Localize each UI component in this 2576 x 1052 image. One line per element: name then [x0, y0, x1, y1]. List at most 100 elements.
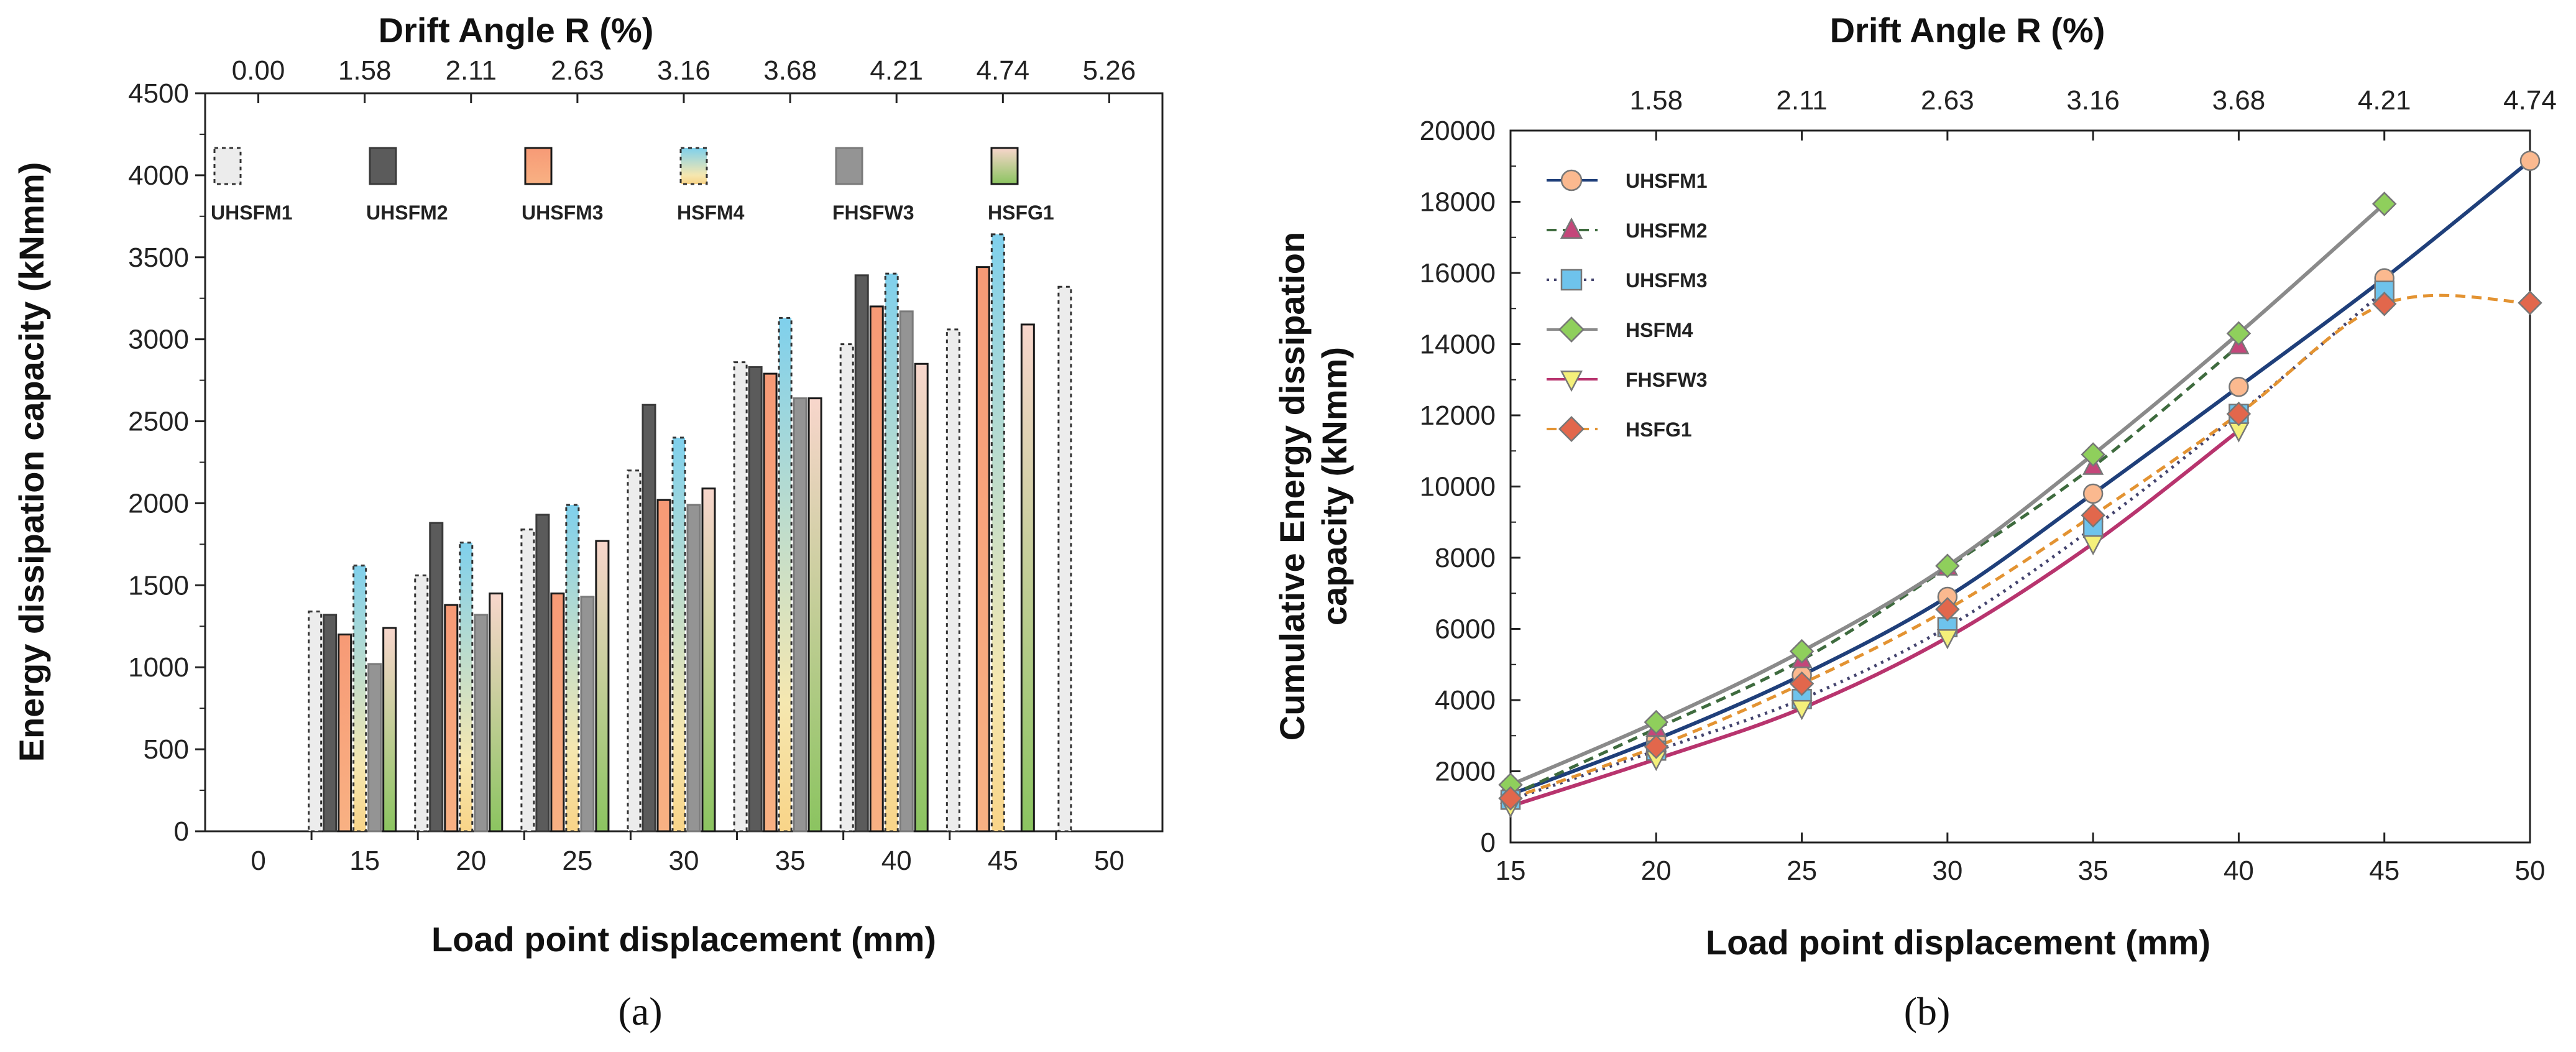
b-point-hsfm4 — [1644, 709, 1669, 735]
b-line-fhsfw3 — [1510, 429, 2240, 808]
b-toptick-label: 3.16 — [2066, 85, 2120, 116]
b-xtick-label: 30 — [1932, 856, 1962, 886]
a-title: Drift Angle R (%) — [379, 11, 654, 50]
a-axes: 0 500 1000 1500 2000 2500 3000 3500 4000 4500 0 15 2… — [128, 55, 1136, 876]
a-bar-uhsfm2 — [535, 514, 550, 833]
a-bar-uhsfm3 — [869, 305, 884, 833]
b-legend-label-hsfg1: HSFG1 — [1626, 418, 1692, 441]
b-ytick-label: 16000 — [1420, 258, 1496, 288]
b-lines — [1509, 159, 2531, 808]
b-legend: UHSFM1 UHSFM2 UHSFM3 HSFM4 FHSFW3 HSFG1 — [1547, 169, 1708, 442]
a-bar-uhsfm2 — [323, 614, 338, 833]
a-bar-hsfm4 — [671, 436, 686, 833]
a-legend-label-uhsfm3: UHSFM3 — [522, 201, 604, 224]
a-bar-uhsfm1 — [308, 611, 323, 833]
a-bar-uhsfm1 — [945, 328, 960, 833]
a-legend-swatch-hsfg1 — [990, 147, 1019, 185]
a-bar-uhsfm3 — [444, 604, 459, 833]
b-ytick-label: 4000 — [1435, 685, 1496, 716]
b-xtick-label: 20 — [1641, 856, 1672, 886]
b-plot: 0 2000 4000 6000 8000 10000 12000 14000 16000 180… — [1420, 85, 2557, 886]
b-toptick-label: 4.74 — [2503, 85, 2557, 116]
a-bar-uhsfm1 — [839, 343, 854, 833]
a-bar-fhsfw3 — [367, 663, 382, 833]
b-point-hsfm4 — [2081, 442, 2105, 467]
a-xtick-label: 45 — [988, 846, 1018, 876]
a-xtick-label: 35 — [775, 846, 806, 876]
b-point-fhsfw3 — [2082, 535, 2104, 556]
a-ytick-label: 3000 — [128, 325, 189, 355]
b-ytick-label: 14000 — [1420, 330, 1496, 360]
a-xtick-label: 50 — [1094, 846, 1125, 876]
a-toptick-label: 3.16 — [657, 55, 711, 86]
b-title: Drift Angle R (%) — [1830, 11, 2105, 50]
a-bar-hsfg1 — [595, 540, 610, 833]
a-toptick-label: 1.58 — [338, 55, 392, 86]
a-ylabel: Energy dissipation capacity (kNmm) — [12, 162, 51, 762]
a-legend-swatch-hsfm4 — [679, 147, 708, 185]
b-point-uhsfm1 — [2082, 483, 2104, 504]
a-plot: 0 500 1000 1500 2000 2500 3000 3500 4000 4500 0 15 2… — [128, 55, 1164, 876]
b-panel-label: (b) — [1904, 989, 1951, 1033]
b-legend-label-uhsfm2: UHSFM2 — [1626, 219, 1708, 242]
a-xlabel: Load point displacement (mm) — [431, 920, 936, 959]
b-line-uhsfm3 — [1510, 289, 2386, 801]
b-ytick-label: 10000 — [1420, 472, 1496, 502]
b-legend-marker-uhsfm3 — [1560, 269, 1583, 291]
a-legend-label-fhsfw3: FHSFW3 — [832, 201, 914, 224]
a-ytick-label: 500 — [144, 734, 189, 765]
a-ytick-label: 3500 — [128, 242, 189, 273]
a-bar-uhsfm1 — [1057, 285, 1072, 833]
b-toptick-label: 1.58 — [1629, 85, 1683, 116]
a-bar-uhsfm2 — [854, 274, 869, 833]
b-legend-marker-uhsfm1 — [1560, 169, 1583, 191]
b-legend-label-hsfm4: HSFM4 — [1626, 319, 1693, 341]
a-legend: UHSFM1 UHSFM2 UHSFM3 HSFM4 FHSFW3 HSFG1 — [211, 147, 1054, 224]
a-bars — [308, 233, 1072, 833]
a-bar-fhsfw3 — [793, 397, 807, 833]
a-toptick-label: 0.00 — [232, 55, 285, 86]
a-ytick-label: 1500 — [128, 570, 189, 601]
a-bar-hsfg1 — [701, 487, 716, 833]
b-ytick-label: 12000 — [1420, 400, 1496, 431]
a-bar-hsfg1 — [1020, 323, 1035, 833]
b-xtick-label: 50 — [2515, 856, 2546, 886]
a-legend-swatch-fhsfw3 — [835, 147, 863, 185]
panel-a: Drift Angle R (%) 0500100015002000250030… — [12, 11, 1164, 1033]
a-bar-uhsfm3 — [975, 266, 990, 833]
a-xtick-label: 0 — [251, 846, 265, 876]
b-point-uhsfm1 — [2229, 376, 2249, 397]
a-bar-uhsfm2 — [748, 366, 763, 833]
a-legend-swatch-uhsfm2 — [369, 147, 397, 185]
b-toptick-label: 2.63 — [1921, 85, 1974, 116]
b-line-hsfg1 — [1510, 293, 2531, 800]
b-line-uhsfm1 — [1509, 159, 2531, 796]
a-xtick-label: 40 — [881, 846, 912, 876]
b-xtick-label: 45 — [2369, 856, 2399, 886]
b-axes: 0 2000 4000 6000 8000 10000 12000 14000 16000 180… — [1420, 85, 2557, 886]
b-point-hsfm4 — [1935, 553, 1960, 578]
b-ylabel-line2: capacity (kNmm) — [1315, 347, 1354, 625]
a-bar-uhsfm3 — [550, 593, 565, 833]
b-point-hsfg1 — [2226, 401, 2252, 427]
a-bar-hsfm4 — [565, 504, 580, 833]
a-xtick-label: 25 — [562, 846, 592, 876]
a-legend-label-uhsfm1: UHSFM1 — [211, 201, 293, 224]
a-bar-uhsfm3 — [338, 633, 352, 833]
a-ytick-label: 1000 — [128, 652, 189, 683]
b-legend-marker-hsfg1 — [1558, 416, 1585, 442]
a-toptick-label: 3.68 — [763, 55, 817, 86]
a-bar-uhsfm1 — [414, 574, 429, 833]
b-point-hsfg1 — [2371, 292, 2397, 316]
a-bar-fhsfw3 — [686, 504, 701, 833]
b-legend-label-fhsfw3: FHSFW3 — [1626, 369, 1708, 391]
a-bar-uhsfm3 — [763, 372, 778, 833]
a-bar-uhsfm1 — [733, 361, 748, 833]
b-point-hsfg1 — [1644, 734, 1669, 759]
a-legend-label-uhsfm2: UHSFM2 — [366, 201, 448, 224]
b-line-uhsfm2 — [1509, 344, 2240, 797]
b-xtick-label: 40 — [2224, 856, 2254, 886]
a-bar-hsfg1 — [382, 627, 397, 833]
b-ylabel-line1: Cumulative Energy dissipation — [1272, 232, 1312, 741]
a-bar-hsfm4 — [884, 272, 899, 833]
